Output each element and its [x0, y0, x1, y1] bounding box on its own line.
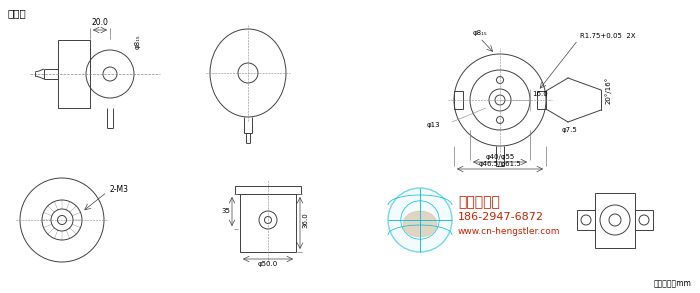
- Bar: [577, 210, 595, 230]
- Text: R1.75+0.05  2X: R1.75+0.05 2X: [580, 33, 636, 39]
- Text: 36.0: 36.0: [302, 212, 308, 228]
- Text: 186-2947-6872: 186-2947-6872: [458, 212, 544, 222]
- Bar: [595, 193, 635, 248]
- Text: 16.0: 16.0: [532, 91, 547, 97]
- Text: φ40/φ55: φ40/φ55: [485, 154, 514, 160]
- Text: φ13: φ13: [427, 122, 440, 128]
- Text: φ8₁₅: φ8₁₅: [135, 35, 141, 50]
- Bar: [635, 210, 653, 230]
- Bar: [240, 194, 296, 252]
- Text: 2-M3: 2-M3: [109, 185, 128, 195]
- Text: φ8₁₅: φ8₁₅: [473, 30, 487, 36]
- Bar: [537, 91, 546, 109]
- Ellipse shape: [403, 211, 437, 237]
- Text: 西安德伏拓: 西安德伏拓: [458, 195, 500, 209]
- Text: φ46.5/φ61.5: φ46.5/φ61.5: [479, 161, 522, 167]
- Text: 35: 35: [221, 208, 230, 214]
- Text: φ7.5: φ7.5: [562, 127, 578, 133]
- Text: 20°/16°: 20°/16°: [605, 76, 612, 104]
- Text: φ50.0: φ50.0: [258, 261, 278, 267]
- Bar: [58, 40, 90, 108]
- Text: www.cn-hengstler.com: www.cn-hengstler.com: [458, 227, 561, 236]
- Text: 盲孔轴: 盲孔轴: [8, 8, 27, 18]
- Text: 尺寸单位：mm: 尺寸单位：mm: [654, 279, 692, 288]
- Bar: [454, 91, 463, 109]
- Circle shape: [388, 188, 452, 252]
- Bar: [235, 186, 301, 194]
- Text: 20.0: 20.0: [92, 18, 108, 27]
